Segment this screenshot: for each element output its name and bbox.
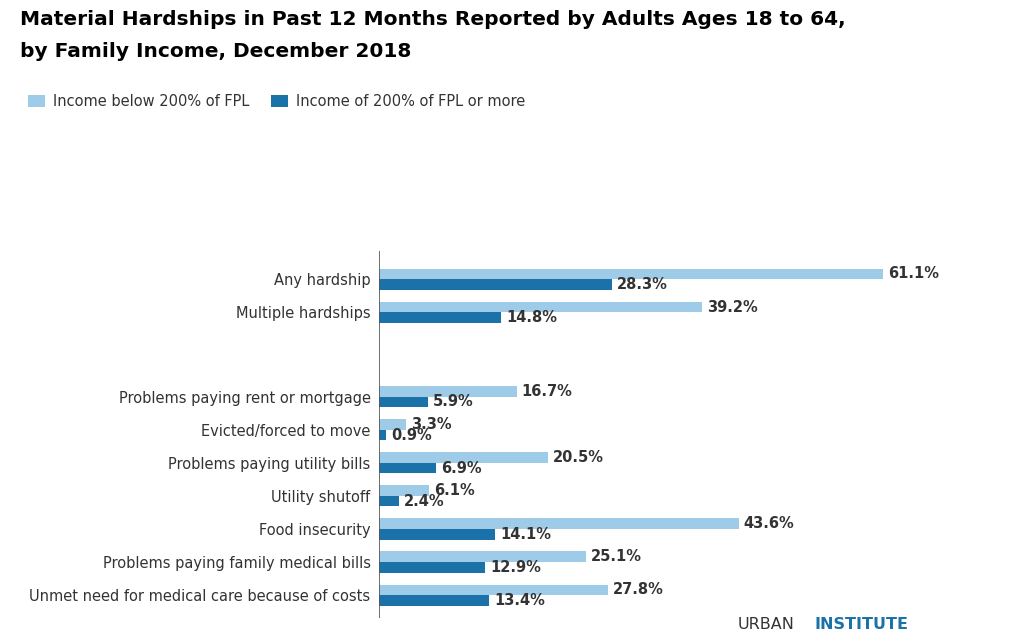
Text: 25.1%: 25.1% xyxy=(591,549,642,564)
Text: 61.1%: 61.1% xyxy=(888,267,939,281)
Text: 16.7%: 16.7% xyxy=(521,384,572,399)
Bar xyxy=(379,269,883,279)
Text: 20.5%: 20.5% xyxy=(553,450,604,465)
Bar xyxy=(379,463,436,473)
Text: 6.9%: 6.9% xyxy=(440,460,481,476)
Text: 39.2%: 39.2% xyxy=(708,299,758,314)
Bar xyxy=(379,430,386,440)
Text: Material Hardships in Past 12 Months Reported by Adults Ages 18 to 64,: Material Hardships in Past 12 Months Rep… xyxy=(20,10,846,29)
Text: 27.8%: 27.8% xyxy=(613,582,664,597)
Bar xyxy=(379,279,612,290)
Bar xyxy=(379,486,429,496)
Bar xyxy=(379,595,489,605)
Bar xyxy=(379,551,586,562)
Bar xyxy=(379,529,496,540)
Text: 14.8%: 14.8% xyxy=(506,310,557,325)
Bar xyxy=(379,518,738,529)
Bar xyxy=(379,452,548,463)
Text: 28.3%: 28.3% xyxy=(617,277,668,292)
Bar xyxy=(379,419,407,430)
Text: INSTITUTE: INSTITUTE xyxy=(814,618,908,632)
Text: by Family Income, December 2018: by Family Income, December 2018 xyxy=(20,42,412,61)
Bar xyxy=(379,585,608,595)
Text: 0.9%: 0.9% xyxy=(391,428,432,442)
Bar xyxy=(379,312,501,323)
Text: 13.4%: 13.4% xyxy=(495,593,545,608)
Text: 6.1%: 6.1% xyxy=(434,483,475,498)
Text: 43.6%: 43.6% xyxy=(743,516,795,531)
Text: 12.9%: 12.9% xyxy=(490,560,541,575)
Bar xyxy=(379,386,517,397)
Bar xyxy=(379,496,398,506)
Bar xyxy=(379,397,428,407)
Text: URBAN: URBAN xyxy=(737,618,795,632)
Text: 14.1%: 14.1% xyxy=(500,527,551,542)
Text: 5.9%: 5.9% xyxy=(432,395,473,410)
Legend: Income below 200% of FPL, Income of 200% of FPL or more: Income below 200% of FPL, Income of 200%… xyxy=(28,94,525,109)
Bar xyxy=(379,302,702,312)
Bar xyxy=(379,562,485,573)
Text: 3.3%: 3.3% xyxy=(411,417,452,432)
Text: 2.4%: 2.4% xyxy=(403,494,444,509)
